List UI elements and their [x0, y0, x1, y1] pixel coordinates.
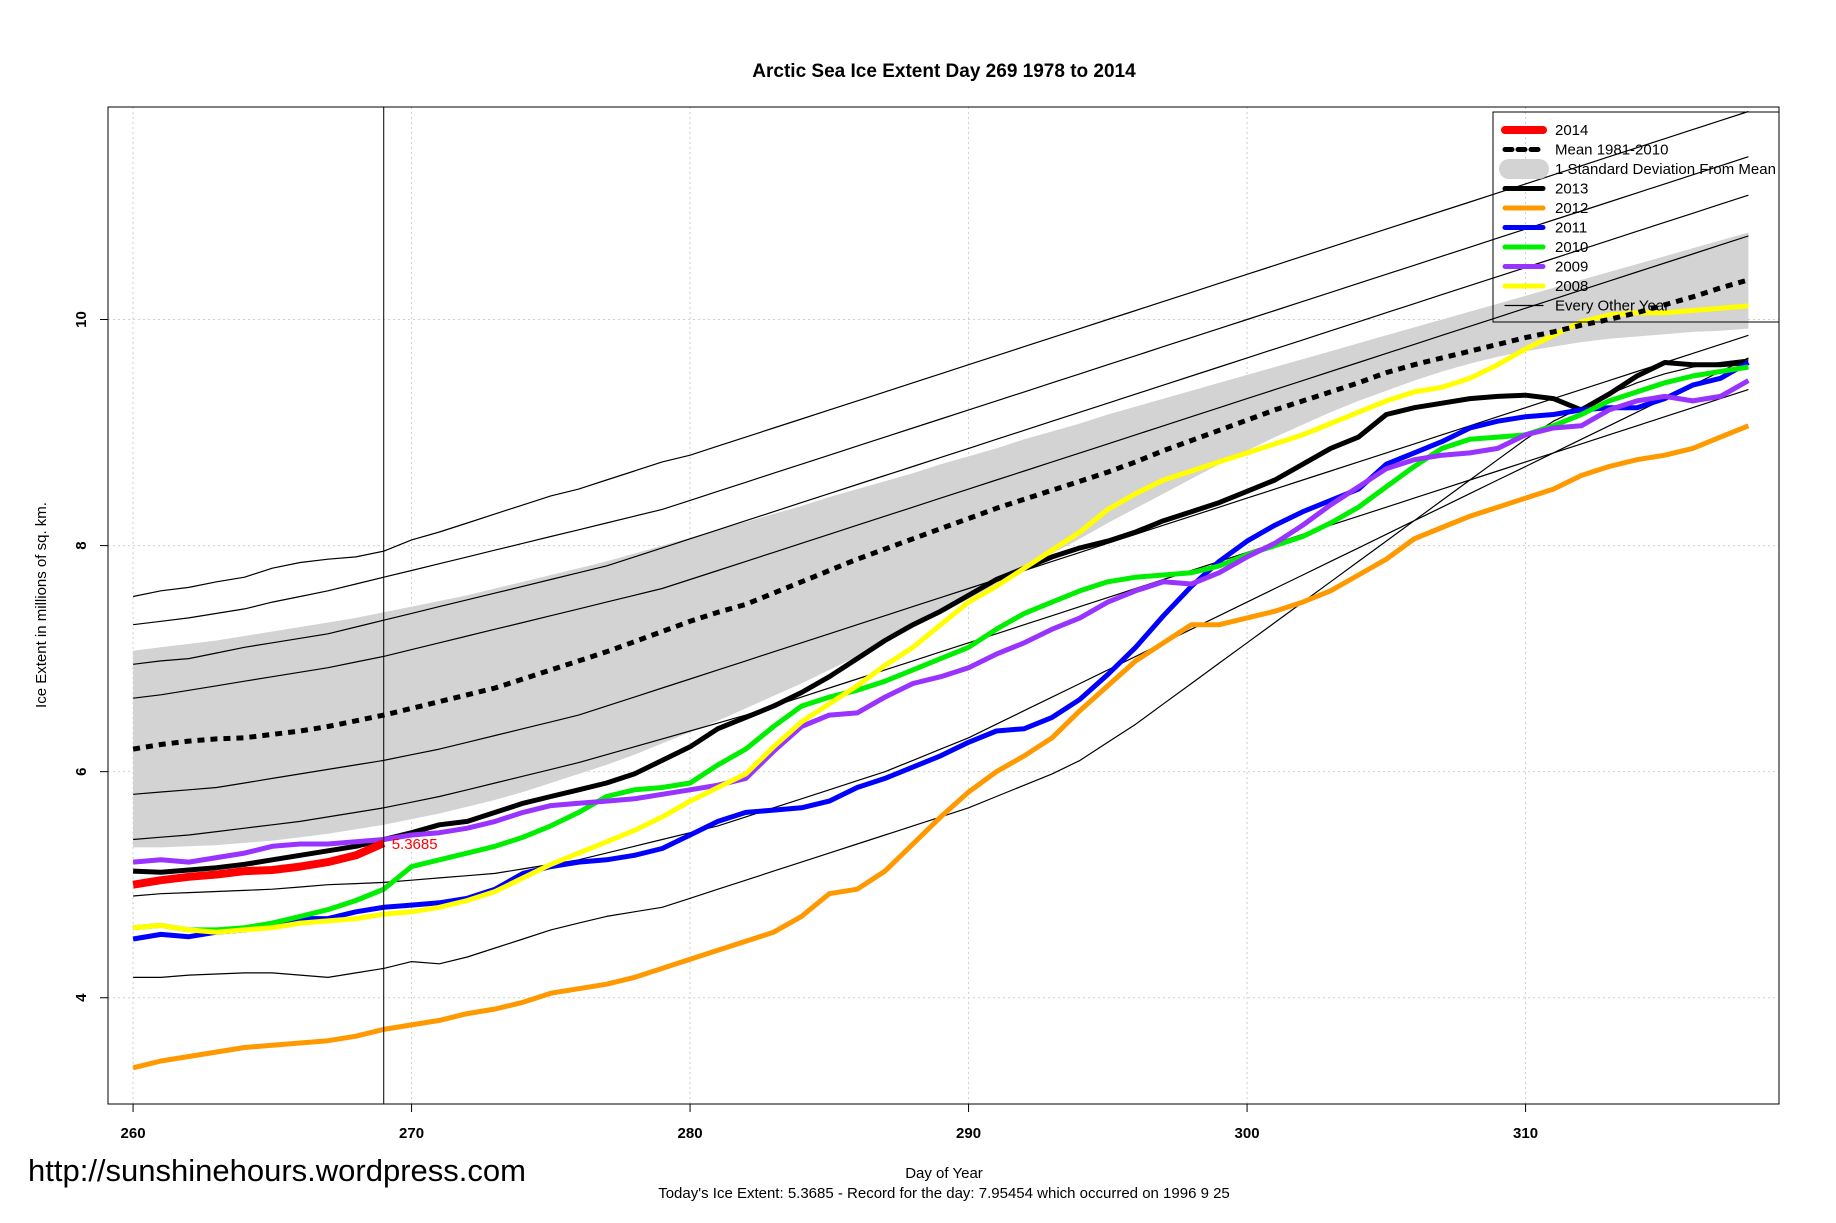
- y-tick-label: 4: [73, 993, 90, 1002]
- legend-label: 2012: [1555, 200, 1588, 217]
- x-tick-label: 300: [1235, 1125, 1260, 1142]
- legend-label: Mean 1981-2010: [1555, 142, 1668, 159]
- series-line-2009: [132, 378, 1750, 865]
- legend-label: 2011: [1555, 220, 1587, 237]
- x-tick-label: 260: [121, 1125, 146, 1142]
- series-line-2014: [132, 839, 386, 889]
- series-line-every-other-year: [133, 334, 1749, 795]
- series-lines: [132, 110, 1750, 1071]
- y-axis-ticks: 4 6 8 10: [73, 311, 108, 1002]
- series-line-every-other-year: [133, 235, 1749, 699]
- legend-box: [1492, 111, 1780, 323]
- legend-label: Every Other Year: [1555, 298, 1669, 315]
- y-tick-label: 6: [73, 767, 90, 775]
- todays-extent-subtitle: Today's Ice Extent: 5.3685 - Record for …: [658, 1185, 1230, 1202]
- legend-swatch: [1499, 159, 1549, 179]
- legend-label: 1 Standard Deviation From Mean: [1555, 161, 1776, 178]
- y-axis-label: Ice Extent in millions of sq. km.: [33, 502, 50, 708]
- series-line-every-other-year: [133, 156, 1749, 626]
- y-tick-label: 8: [73, 541, 90, 549]
- chart-title: Arctic Sea Ice Extent Day 269 1978 to 20…: [752, 61, 1136, 82]
- series-line-2011: [132, 360, 1750, 942]
- x-tick-label: 270: [399, 1125, 424, 1142]
- series-line-2010: [132, 364, 1749, 933]
- y-tick-label: 10: [73, 311, 90, 328]
- series-line-2008: [132, 303, 1749, 935]
- series-line-every-other-year: [133, 194, 1749, 665]
- x-tick-label: 280: [678, 1125, 703, 1142]
- legend: 2014 Mean 1981-2010 1 Standard Deviation F…: [1492, 111, 1780, 323]
- series-line-2012: [132, 423, 1750, 1071]
- series-line-every-other-year: [133, 357, 1749, 897]
- legend-label: 2013: [1555, 181, 1588, 198]
- series-line-mean-1981-2010: [132, 277, 1750, 752]
- series-line-every-other-year: [133, 389, 1749, 841]
- x-axis-label: Day of Year: [905, 1165, 983, 1182]
- x-tick-label: 310: [1513, 1125, 1538, 1142]
- std-dev-band-group: [133, 232, 1749, 848]
- x-tick-label: 290: [956, 1125, 981, 1142]
- legend-label: 2010: [1555, 239, 1588, 256]
- website-watermark: http://sunshinehours.wordpress.com: [28, 1153, 526, 1188]
- plot-frame: [107, 106, 1780, 1105]
- x-axis-ticks: 260 270 280 290 300 310: [121, 1104, 1538, 1142]
- day-marker-group: 5.3685: [383, 107, 438, 1104]
- current-value-label: 5.3685: [392, 836, 438, 853]
- legend-label: 2014: [1555, 122, 1588, 139]
- legend-label: 2009: [1555, 259, 1588, 276]
- series-line-every-other-year: [132, 110, 1749, 598]
- std-dev-band: [133, 232, 1749, 848]
- legend-label: 2008: [1555, 278, 1588, 295]
